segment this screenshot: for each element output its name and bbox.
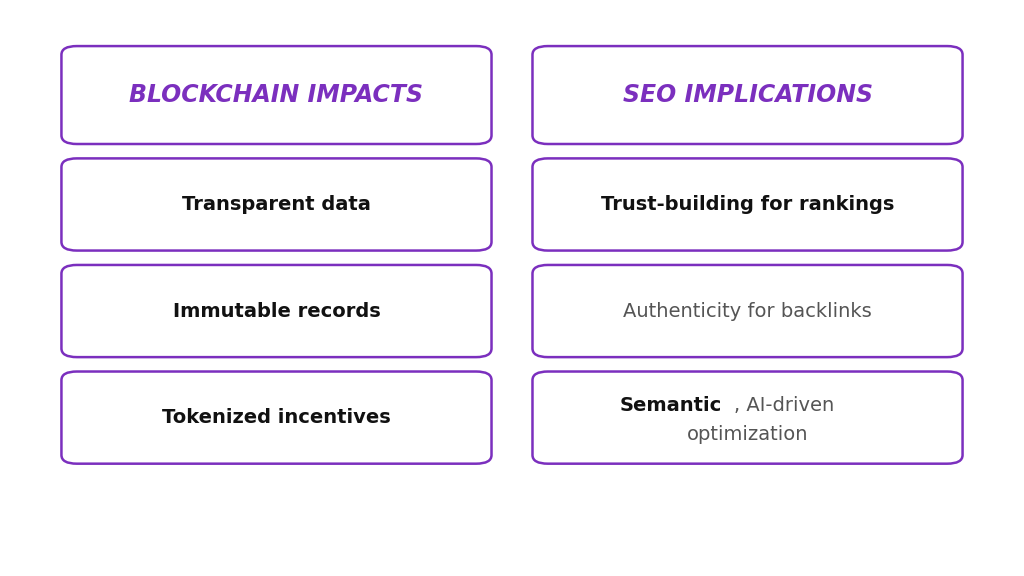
FancyBboxPatch shape xyxy=(61,372,492,464)
Text: Authenticity for backlinks: Authenticity for backlinks xyxy=(624,302,871,320)
Text: Immutable records: Immutable records xyxy=(173,302,380,320)
Text: Trust-building for rankings: Trust-building for rankings xyxy=(601,195,894,214)
FancyBboxPatch shape xyxy=(532,46,963,144)
FancyBboxPatch shape xyxy=(61,265,492,357)
Text: Semantic: Semantic xyxy=(620,396,722,415)
FancyBboxPatch shape xyxy=(61,46,492,144)
Text: optimization: optimization xyxy=(687,425,808,444)
Text: Tokenized incentives: Tokenized incentives xyxy=(162,408,391,427)
Text: SEO IMPLICATIONS: SEO IMPLICATIONS xyxy=(623,83,872,107)
FancyBboxPatch shape xyxy=(532,265,963,357)
Text: Transparent data: Transparent data xyxy=(182,195,371,214)
FancyBboxPatch shape xyxy=(61,158,492,251)
FancyBboxPatch shape xyxy=(532,158,963,251)
Text: BLOCKCHAIN IMPACTS: BLOCKCHAIN IMPACTS xyxy=(129,83,424,107)
FancyBboxPatch shape xyxy=(532,372,963,464)
Text: , AI-driven: , AI-driven xyxy=(734,396,835,415)
